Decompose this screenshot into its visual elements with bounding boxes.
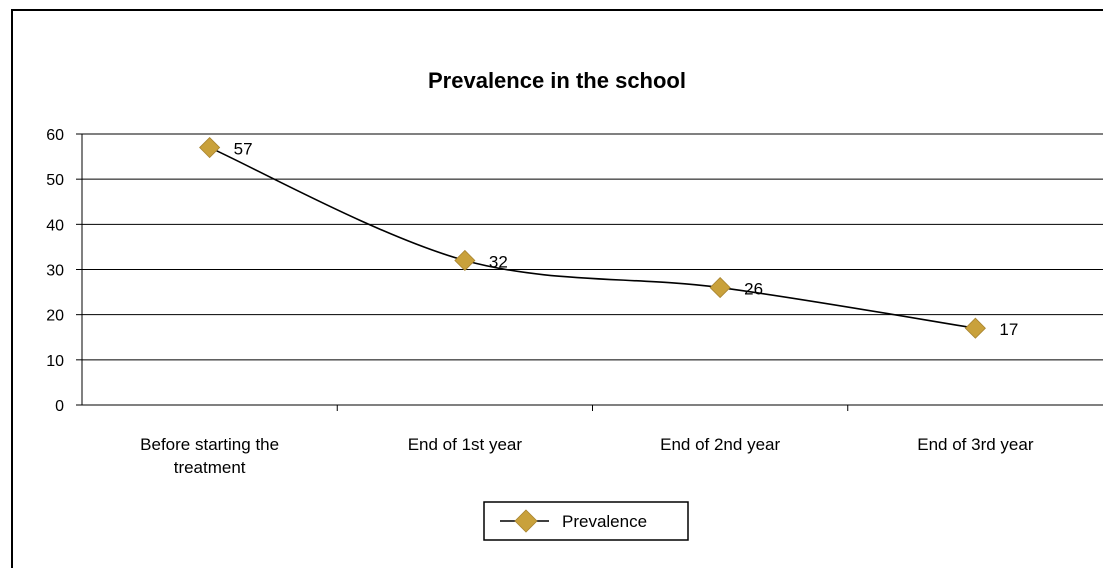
y-tick-label: 60 bbox=[46, 127, 64, 144]
x-category-label: End of 3rd year bbox=[917, 435, 1034, 454]
data-point-marker bbox=[454, 249, 476, 272]
series-line bbox=[209, 146, 976, 330]
x-category-label: End of 2nd year bbox=[660, 435, 780, 454]
y-tick-label: 0 bbox=[55, 398, 64, 415]
x-category-labels: Before starting the treatment End of 1st y… bbox=[140, 435, 1034, 477]
chart-border bbox=[11, 9, 1103, 573]
chart-title: Prevalence in the school bbox=[428, 68, 686, 93]
data-label: 32 bbox=[489, 252, 508, 271]
legend: Prevalence bbox=[483, 501, 689, 541]
axes bbox=[76, 133, 1103, 411]
data-point-marker bbox=[709, 277, 731, 299]
data-point-marker bbox=[199, 136, 221, 159]
gridlines bbox=[82, 133, 1103, 361]
y-tick-label: 20 bbox=[46, 308, 64, 325]
data-label: 57 bbox=[234, 140, 253, 159]
y-tick-labels: 0 10 20 30 40 50 60 bbox=[46, 127, 64, 415]
x-category-label: Before starting the treatment bbox=[140, 435, 279, 477]
y-tick-label: 10 bbox=[46, 353, 64, 370]
data-point-marker bbox=[964, 317, 986, 339]
data-labels: 57 32 26 17 bbox=[234, 140, 1019, 340]
y-tick-label: 30 bbox=[46, 263, 64, 280]
y-tick-label: 50 bbox=[46, 172, 64, 189]
legend-diamond-marker bbox=[514, 509, 538, 533]
y-tick-label: 40 bbox=[46, 217, 64, 234]
legend-label: Prevalence bbox=[562, 512, 647, 531]
series-prevalence bbox=[199, 136, 986, 339]
data-label: 26 bbox=[744, 280, 763, 299]
x-category-label: End of 1st year bbox=[408, 435, 523, 454]
data-label: 17 bbox=[999, 320, 1018, 339]
